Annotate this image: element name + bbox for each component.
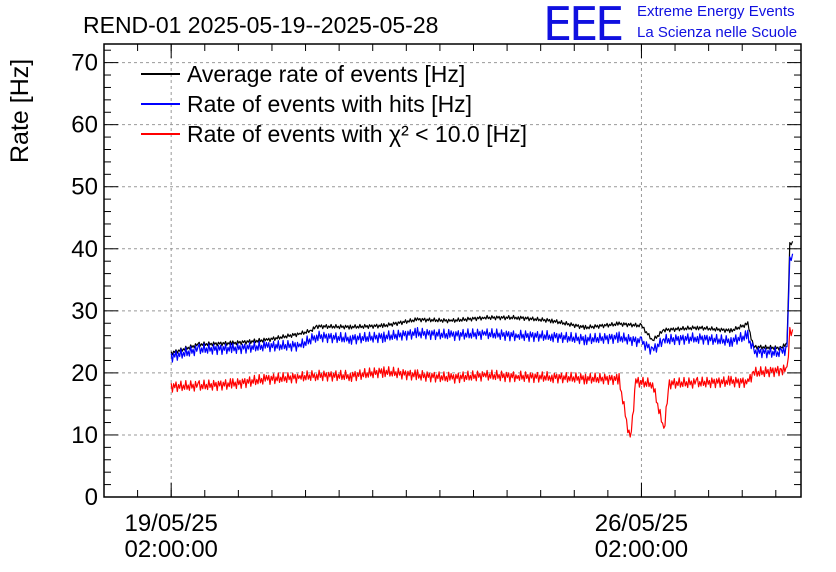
legend-label-3: Rate of events with χ² < 10.0 [Hz] [187,121,527,147]
y-tick-label: 20 [71,360,98,387]
series-line-1 [170,241,794,356]
plot-frame [103,43,802,498]
x-tick-label-time: 02:00:00 [595,536,688,563]
legend-label-2: Rate of events with hits [Hz] [187,91,472,117]
eee-logo: EEE [543,0,624,51]
x-tick-label-time: 02:00:00 [124,536,217,563]
axes: 01020304050607019/05/2502:00:0026/05/250… [71,43,802,563]
y-axis-label: Rate [Hz] [6,59,34,163]
y-tick-label: 30 [71,298,98,325]
series-line-3 [170,326,794,438]
x-tick-label-date: 26/05/25 [595,510,688,537]
y-tick-label: 40 [71,236,98,263]
legend: Average rate of events [Hz] Rate of event… [141,61,527,147]
y-tick-label: 50 [71,174,98,201]
y-tick-label: 60 [71,112,98,139]
grid [104,44,801,497]
logo-line-1: Extreme Energy Events [637,3,795,20]
y-tick-label: 0 [85,484,98,511]
y-tick-label: 10 [71,422,98,449]
y-tick-label: 70 [71,50,98,77]
series-layer [170,241,794,438]
logo-line-2: La Scienza nelle Scuole [637,24,798,41]
series-line-2 [170,253,794,363]
x-tick-label-date: 19/05/25 [124,510,217,537]
chart-title: REND-01 2025-05-19--2025-05-28 [83,12,438,38]
legend-label-1: Average rate of events [Hz] [187,61,465,87]
